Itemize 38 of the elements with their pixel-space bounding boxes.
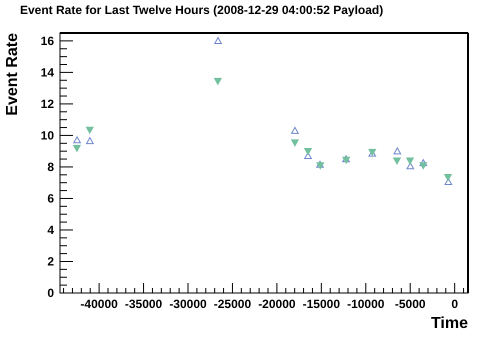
point <box>444 178 452 186</box>
x-tick-label: -15000 <box>302 297 340 311</box>
x-tick-label: -5000 <box>394 297 426 311</box>
y-axis-title: Event Rate <box>4 32 21 116</box>
point <box>419 159 428 166</box>
y-tick-label: 4 <box>47 222 54 237</box>
x-axis-title: Time <box>430 315 468 332</box>
point <box>304 148 312 155</box>
y-tick-label: 2 <box>47 254 54 268</box>
point <box>214 37 222 44</box>
point <box>406 157 414 164</box>
y-tick-label: 16 <box>40 34 54 48</box>
point <box>394 147 402 154</box>
y-tick-label: 6 <box>47 191 54 206</box>
x-tick-label: -25000 <box>214 297 252 311</box>
point <box>73 136 81 144</box>
point <box>291 139 299 146</box>
point <box>291 126 299 134</box>
point <box>214 78 222 85</box>
y-tick-label: 0 <box>47 286 54 300</box>
point <box>393 157 401 164</box>
x-tick-label: -10000 <box>347 297 385 311</box>
y-tick-label: 12 <box>40 96 54 111</box>
point <box>444 174 452 181</box>
y-tick-label: 10 <box>40 128 54 142</box>
x-tick-label: -30000 <box>169 297 208 311</box>
y-tick-label: 8 <box>47 160 54 174</box>
point <box>73 144 81 152</box>
chart-title: Event Rate for Last Twelve Hours (2008-12-29 04:00:52 Payload) <box>20 3 384 17</box>
x-tick-label: -40000 <box>80 297 118 311</box>
x-tick-label: -35000 <box>124 297 163 311</box>
point <box>86 126 94 134</box>
x-tick-label: -20000 <box>258 297 296 311</box>
x-tick-label: 0 <box>451 297 458 311</box>
point <box>419 162 428 170</box>
y-tick-label: 14 <box>40 65 54 80</box>
point <box>406 162 414 170</box>
point <box>86 137 94 144</box>
